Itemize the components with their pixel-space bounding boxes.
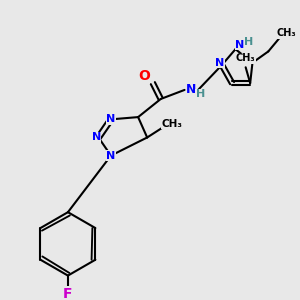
Text: N: N <box>236 40 244 50</box>
Text: N: N <box>92 133 101 142</box>
Text: H: H <box>196 89 205 100</box>
Text: CH₃: CH₃ <box>236 53 256 63</box>
Text: CH₃: CH₃ <box>162 119 183 129</box>
Text: N: N <box>106 114 116 124</box>
Text: N: N <box>215 58 224 68</box>
Text: CH₃: CH₃ <box>277 28 296 38</box>
Text: N: N <box>186 83 196 96</box>
Text: O: O <box>138 69 150 83</box>
Text: H: H <box>244 38 254 47</box>
Text: N: N <box>106 151 116 160</box>
Text: F: F <box>63 287 73 300</box>
